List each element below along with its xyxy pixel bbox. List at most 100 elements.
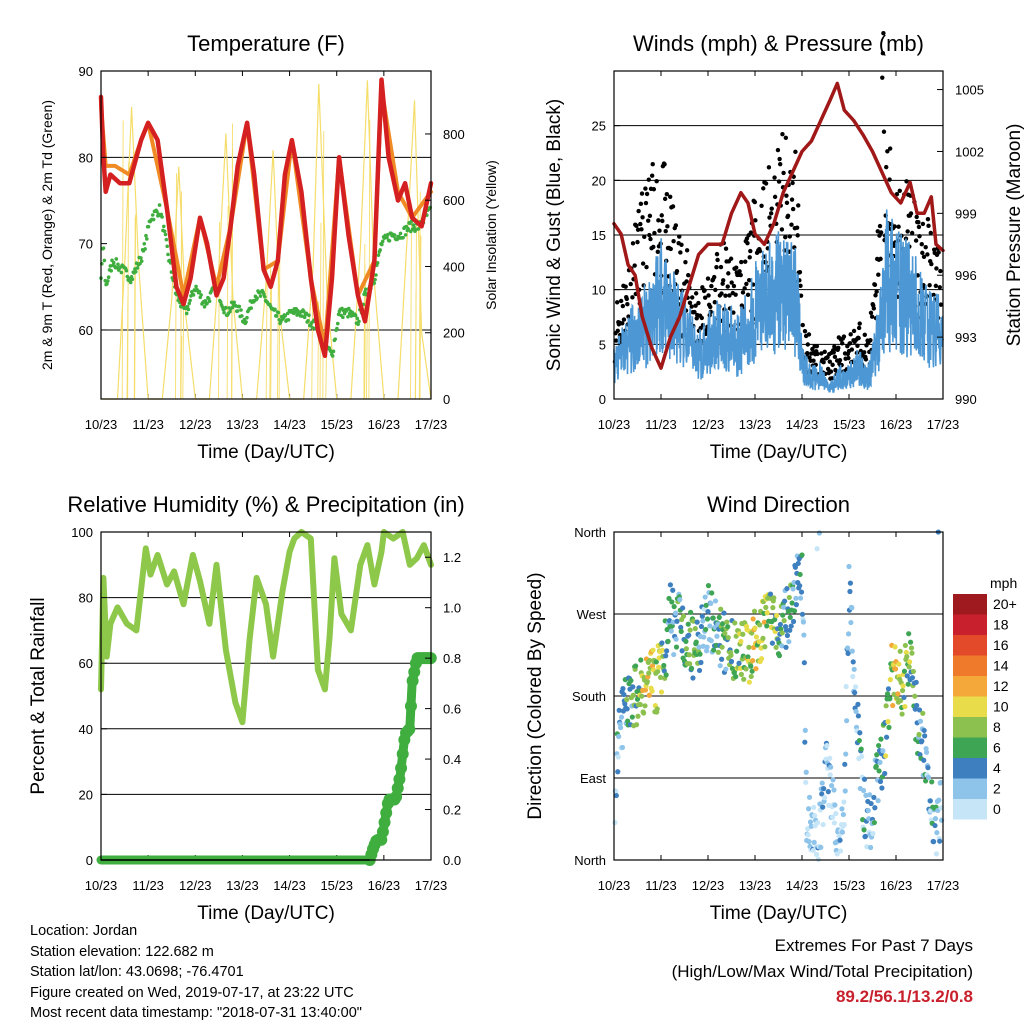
direction-point [816, 530, 822, 536]
gust-point [659, 213, 664, 218]
direction-point [758, 656, 765, 662]
gust-point [846, 355, 851, 361]
gust-point [926, 223, 931, 229]
direction-point [886, 724, 892, 730]
y2-tick-label: 0 [443, 392, 450, 407]
colorbar-label: 10 [993, 699, 1009, 715]
dewpoint-point [302, 309, 306, 314]
direction-point [803, 779, 809, 786]
gust-point [904, 179, 909, 184]
gust-point [714, 251, 720, 257]
gust-point [892, 224, 897, 229]
direction-point [748, 663, 754, 669]
dewpoint-point [302, 315, 307, 320]
direction-point [746, 679, 752, 685]
direction-point [876, 742, 882, 749]
direction-point [624, 696, 630, 703]
gust-point [798, 283, 803, 288]
gust-point [626, 314, 631, 319]
gust-point [635, 227, 641, 232]
gust-point [763, 181, 769, 186]
dewpoint-point [151, 217, 156, 222]
gust-point [648, 236, 653, 242]
x-tick-label: 17/23 [415, 417, 448, 432]
direction-point [896, 661, 902, 667]
y-tick-label: West [577, 607, 607, 622]
gust-point [638, 201, 644, 207]
x-tick-label: 15/23 [833, 878, 866, 893]
direction-point [642, 687, 649, 693]
solar-spike [410, 217, 412, 400]
gust-point [787, 234, 792, 239]
y2-tick-label: 1005 [955, 83, 984, 98]
dewpoint-point [191, 293, 196, 297]
gust-point [674, 268, 680, 274]
gust-point [647, 213, 653, 219]
gust-point [679, 242, 684, 247]
gust-point [920, 221, 926, 227]
gust-point [644, 191, 650, 197]
direction-point [670, 587, 676, 593]
dewpoint-point [239, 308, 243, 312]
gust-point [779, 227, 785, 232]
direction-point [665, 638, 671, 644]
gust-point [877, 223, 883, 229]
gust-point [863, 357, 869, 362]
y2-tick-label: 999 [955, 206, 977, 221]
direction-point [716, 614, 722, 620]
dewpoint-point [164, 237, 169, 242]
x-tick-label: 14/23 [273, 417, 306, 432]
gust-point [709, 283, 714, 289]
direction-point [745, 654, 751, 660]
gust-point [887, 177, 892, 182]
direction-point [659, 640, 665, 646]
dewpoint-point [197, 289, 202, 294]
dewpoint-point [249, 306, 253, 310]
dewpoint-point [194, 284, 198, 289]
dewpoint-point [160, 215, 164, 219]
x-tick-label: 16/23 [368, 878, 401, 893]
direction-point [797, 595, 804, 601]
x-tick-label: 11/23 [132, 417, 164, 432]
direction-point [887, 696, 893, 702]
direction-point [728, 658, 735, 665]
gust-point [723, 293, 728, 298]
panel-title: Wind Direction [707, 492, 850, 517]
gust-point [923, 245, 928, 250]
direction-point [693, 639, 699, 645]
gust-point [876, 272, 881, 277]
dewpoint-point [335, 326, 339, 331]
dewpoint-point [262, 294, 267, 299]
direction-point [678, 624, 684, 631]
dewpoint-point [105, 279, 110, 283]
direction-point [906, 631, 912, 637]
direction-point [820, 804, 826, 810]
colorbar-label: 12 [993, 678, 1009, 694]
gust-point [726, 271, 731, 276]
direction-point [612, 820, 618, 826]
gust-point [830, 362, 835, 368]
direction-point [696, 644, 702, 650]
direction-point [880, 748, 886, 754]
direction-point [774, 612, 780, 619]
direction-point [797, 583, 803, 589]
direction-point [907, 639, 914, 645]
direction-point [914, 702, 920, 709]
direction-point [733, 674, 739, 680]
solar-spike [218, 221, 220, 400]
gust-point [687, 300, 693, 306]
direction-point [895, 691, 901, 697]
gust-point [712, 300, 717, 305]
dewpoint-point [363, 287, 368, 292]
gust-point [872, 282, 878, 287]
dewpoint-point [403, 233, 408, 237]
gust-point [805, 342, 811, 347]
direction-point [760, 635, 766, 641]
direction-point [787, 614, 793, 620]
direction-point [798, 589, 805, 595]
direction-point [892, 666, 899, 672]
direction-point [769, 640, 775, 646]
gust-point [753, 218, 758, 223]
dewpoint-point [102, 258, 107, 263]
colorbar-title: mph [990, 575, 1017, 591]
